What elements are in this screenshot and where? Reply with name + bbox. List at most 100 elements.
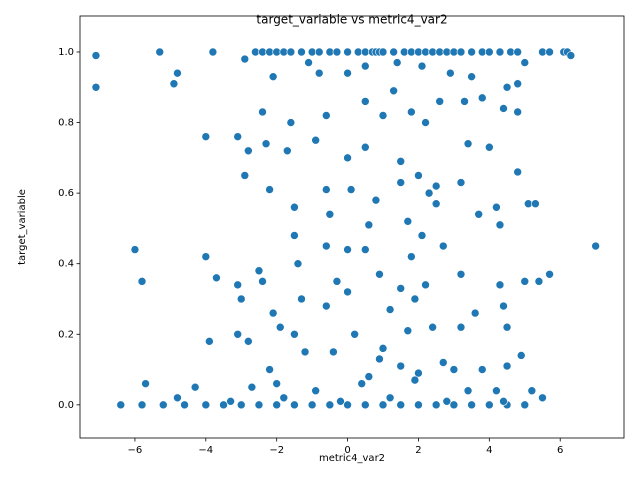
x-axis-label: metric4_var2 — [319, 453, 385, 464]
point — [414, 368, 423, 378]
point — [538, 393, 547, 403]
point — [307, 400, 317, 410]
point — [265, 185, 274, 194]
point — [265, 365, 274, 374]
point — [431, 181, 441, 191]
chart-title: target_variable vs metric4_var2 — [256, 13, 447, 27]
point — [485, 142, 494, 152]
point — [375, 269, 384, 279]
point — [456, 269, 466, 279]
point — [396, 178, 406, 187]
point — [91, 82, 101, 92]
point — [297, 294, 306, 304]
point — [502, 82, 512, 92]
x-tick-label: 2 — [415, 445, 421, 456]
point — [212, 273, 221, 283]
point — [91, 51, 101, 60]
point — [392, 58, 402, 67]
x-tick-label: −6 — [128, 445, 143, 456]
point — [378, 47, 388, 57]
point — [545, 269, 554, 279]
point — [446, 68, 455, 78]
point — [314, 47, 324, 57]
point — [322, 111, 331, 120]
point — [190, 382, 200, 392]
point — [513, 167, 522, 177]
point — [286, 47, 296, 57]
point — [499, 301, 508, 311]
point — [272, 400, 281, 410]
point — [137, 400, 147, 410]
y-tick-label: 0.8 — [58, 118, 74, 129]
point — [407, 107, 416, 117]
point — [233, 329, 243, 339]
point — [385, 393, 395, 403]
point — [463, 139, 473, 149]
point — [378, 111, 388, 120]
point — [180, 400, 189, 410]
point — [435, 97, 445, 106]
point — [201, 132, 211, 141]
point — [343, 400, 352, 410]
point — [300, 347, 310, 357]
point — [410, 294, 420, 304]
point — [531, 199, 540, 209]
point — [389, 86, 398, 96]
point — [396, 361, 406, 371]
point — [520, 58, 530, 67]
point — [492, 386, 501, 396]
point — [283, 146, 292, 156]
point — [201, 400, 211, 410]
point — [463, 386, 473, 396]
point — [449, 400, 459, 410]
point — [343, 153, 352, 163]
point — [322, 301, 331, 311]
point — [360, 245, 370, 254]
point — [261, 139, 271, 149]
point — [492, 202, 501, 212]
point — [360, 97, 370, 106]
point — [201, 252, 211, 261]
y-tick-label: 0.4 — [58, 259, 74, 270]
point — [467, 400, 476, 410]
y-tick-label: 0.0 — [58, 400, 74, 411]
point — [428, 322, 437, 332]
point — [495, 47, 505, 57]
point — [240, 171, 250, 180]
point — [240, 54, 250, 64]
point — [290, 400, 299, 410]
point — [137, 277, 147, 286]
point — [364, 372, 374, 381]
point — [254, 400, 264, 410]
point — [247, 382, 257, 392]
point — [417, 61, 427, 71]
point — [414, 171, 423, 180]
point — [477, 365, 487, 374]
point — [396, 157, 406, 166]
y-axis-label: target_variable — [17, 189, 28, 265]
point — [226, 397, 235, 406]
point — [485, 400, 494, 410]
point — [477, 93, 487, 103]
point — [297, 47, 306, 57]
point — [502, 322, 512, 332]
point — [173, 393, 182, 403]
point — [499, 397, 508, 406]
point — [236, 400, 246, 410]
point — [268, 72, 278, 81]
point — [236, 294, 246, 304]
point — [279, 393, 289, 403]
point — [403, 326, 413, 336]
point — [205, 337, 214, 346]
x-tick-label: 0 — [344, 445, 350, 456]
point — [360, 61, 370, 71]
point — [485, 47, 494, 57]
point — [438, 241, 448, 251]
point — [389, 47, 398, 57]
point — [233, 280, 243, 290]
point — [343, 287, 352, 297]
point — [396, 400, 406, 410]
point — [290, 329, 299, 339]
point — [343, 245, 352, 254]
